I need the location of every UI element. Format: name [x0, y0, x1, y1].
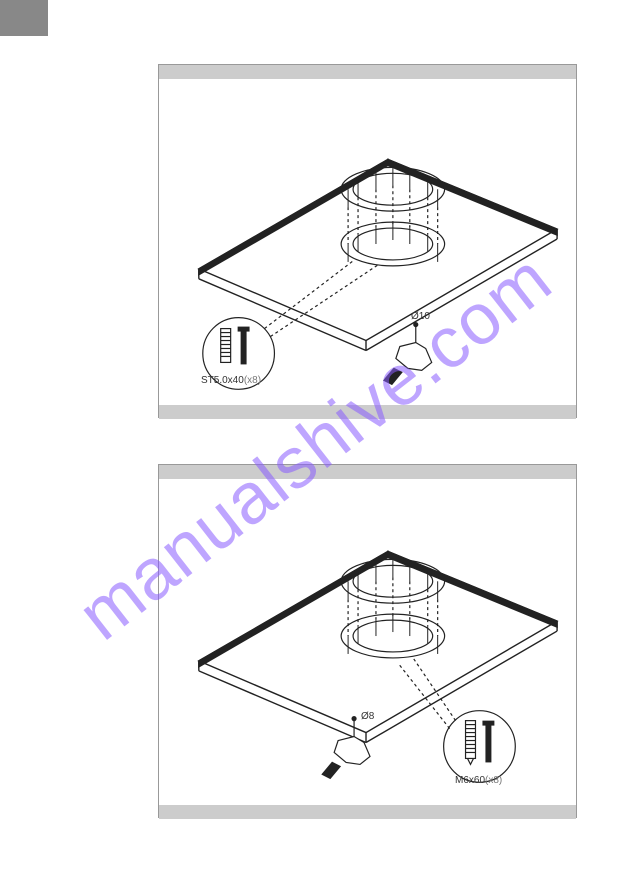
screw-qty: (x8) — [485, 775, 502, 786]
frame-header — [159, 465, 576, 479]
screw-spec: ST5.0x40 — [201, 375, 244, 386]
diagram-frame-bottom: Ø8 M6x60(x8) — [158, 464, 577, 818]
screw-label-top: ST5.0x40(x8) — [201, 375, 261, 386]
screw-qty: (x8) — [244, 375, 261, 386]
frame-footer — [159, 805, 576, 819]
diagram-top-svg — [159, 79, 576, 405]
page-tab — [0, 0, 48, 36]
drill-diameter-top: Ø10 — [411, 311, 430, 322]
screw-spec: M6x60 — [455, 775, 485, 786]
frame-footer — [159, 405, 576, 419]
diagram-bottom-svg — [159, 479, 576, 805]
frame-header — [159, 65, 576, 79]
drill-diameter-bottom: Ø8 — [361, 711, 374, 722]
screw-label-bottom: M6x60(x8) — [455, 775, 502, 786]
diagram-frame-top: ST5.0x40(x8) Ø10 — [158, 64, 577, 418]
